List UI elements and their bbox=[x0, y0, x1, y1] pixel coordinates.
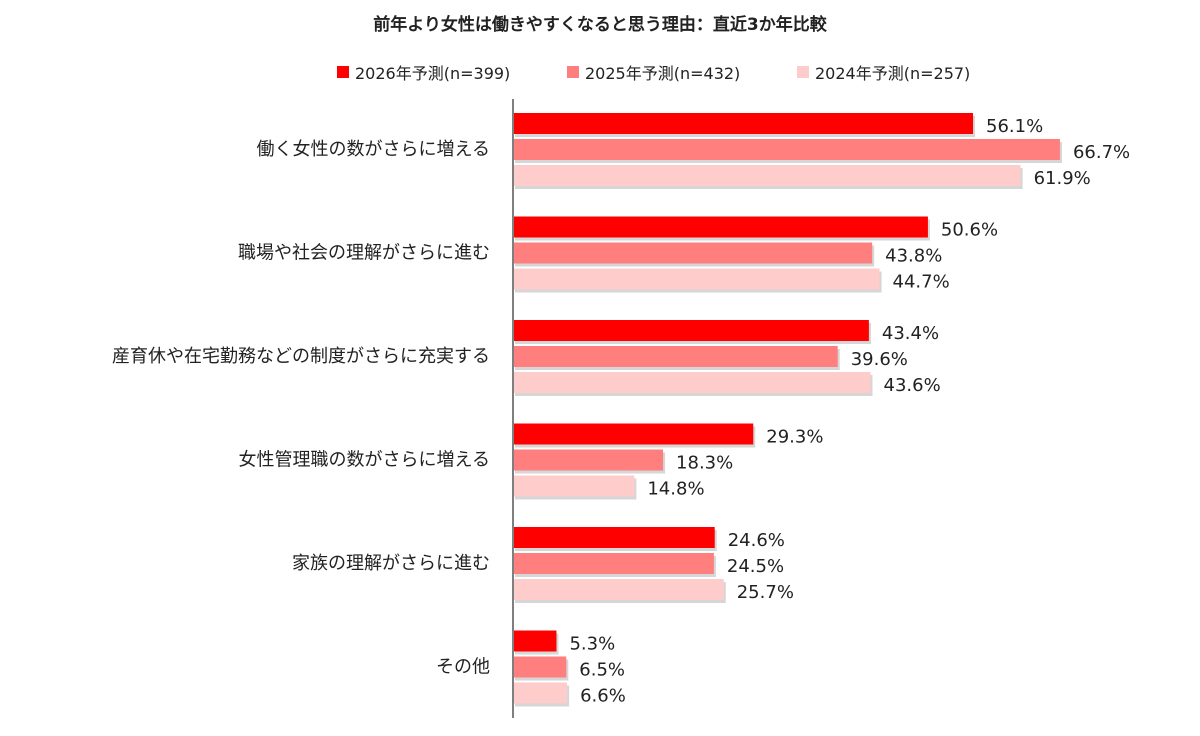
data-label: 29.3% bbox=[766, 427, 823, 448]
data-label: 56.1% bbox=[986, 116, 1043, 137]
legend-label-2024: 2024年予測(n=257) bbox=[815, 64, 971, 83]
category-label: 女性管理職の数がさらに増える bbox=[239, 450, 490, 471]
data-label: 18.3% bbox=[676, 453, 733, 474]
legend-item-2026: 2026年予測(n=399) bbox=[337, 60, 510, 84]
bar bbox=[513, 553, 714, 574]
bar bbox=[513, 579, 724, 600]
bar bbox=[513, 165, 1021, 186]
category-label: その他 bbox=[436, 657, 490, 678]
bar bbox=[513, 527, 715, 548]
legend-item-2024: 2024年予測(n=257) bbox=[797, 60, 970, 84]
data-label: 61.9% bbox=[1034, 168, 1091, 189]
category-label: 産育休や在宅勤務などの制度がさらに充実する bbox=[112, 346, 490, 367]
bar bbox=[513, 449, 664, 471]
bar bbox=[513, 475, 635, 497]
data-label: 50.6% bbox=[941, 220, 998, 241]
bar bbox=[513, 346, 838, 367]
bar bbox=[513, 682, 568, 704]
data-label: 5.3% bbox=[569, 634, 615, 655]
bar bbox=[513, 268, 880, 290]
bar bbox=[513, 139, 1060, 160]
bar bbox=[513, 113, 974, 134]
data-label: 14.8% bbox=[647, 479, 704, 500]
bar bbox=[513, 630, 557, 652]
legend-swatch-2024 bbox=[797, 66, 809, 78]
data-label: 25.7% bbox=[737, 582, 794, 603]
legend-item-2025: 2025年予測(n=432) bbox=[567, 60, 740, 84]
legend: 2026年予測(n=399) 2025年予測(n=432) 2024年予測(n=… bbox=[0, 60, 1200, 84]
bar bbox=[513, 372, 871, 393]
category-label: 働く女性の数がさらに増える bbox=[257, 139, 490, 160]
data-label: 24.5% bbox=[727, 556, 784, 577]
bar bbox=[513, 216, 928, 238]
legend-label-2026: 2026年予測(n=399) bbox=[355, 64, 511, 83]
data-label: 43.4% bbox=[882, 323, 939, 344]
data-label: 44.7% bbox=[893, 272, 950, 293]
data-label: 43.8% bbox=[885, 246, 942, 267]
data-label: 6.6% bbox=[580, 686, 626, 707]
bar bbox=[513, 423, 754, 445]
legend-label-2025: 2025年予測(n=432) bbox=[585, 64, 741, 83]
bar bbox=[513, 320, 869, 341]
category-label: 職場や社会の理解がさらに進む bbox=[238, 243, 490, 264]
data-label: 6.5% bbox=[579, 660, 625, 681]
bar bbox=[513, 242, 873, 264]
chart-title: 前年より女性は働きやすくなると思う理由：直近3か年比較 bbox=[373, 15, 827, 35]
category-label: 家族の理解がさらに進む bbox=[292, 553, 490, 574]
legend-swatch-2025 bbox=[567, 66, 579, 78]
data-label: 39.6% bbox=[851, 349, 908, 370]
data-label: 66.7% bbox=[1073, 142, 1130, 163]
bar bbox=[513, 656, 567, 678]
data-label: 43.6% bbox=[884, 375, 941, 396]
data-label: 24.6% bbox=[728, 530, 785, 551]
legend-swatch-2026 bbox=[337, 66, 349, 78]
